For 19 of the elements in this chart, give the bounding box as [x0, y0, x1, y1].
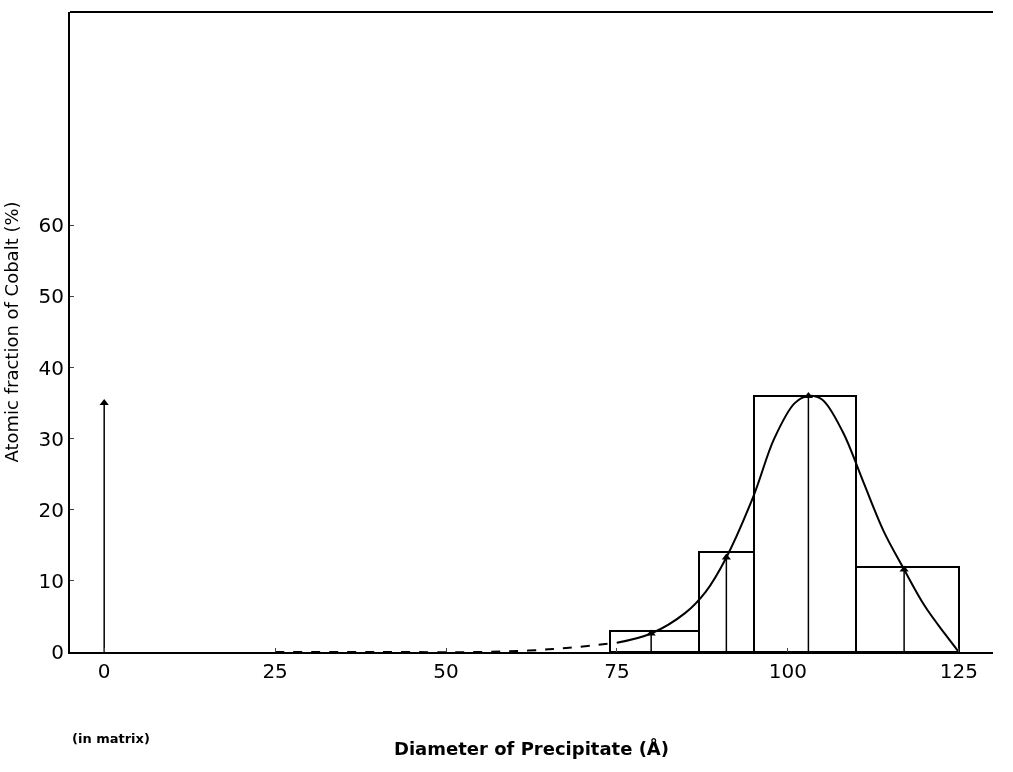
x-tick-label: 25 — [262, 659, 288, 683]
x-axis-title: Diameter of Precipitate (Å) — [393, 736, 670, 759]
x-tick-label: 0 — [97, 659, 111, 683]
y-tick-label: 60 — [38, 213, 64, 238]
x-tick-label: 100 — [768, 659, 807, 683]
point — [99, 399, 109, 406]
y-tick-label: 20 — [38, 497, 64, 522]
point — [899, 565, 909, 572]
y-tick-label: 50 — [38, 284, 64, 309]
x-tick-label: 50 — [433, 659, 459, 683]
point — [646, 629, 656, 636]
y-tick-label: 30 — [38, 426, 64, 451]
y-tick-label: 0 — [51, 640, 64, 664]
x-tick-label: 75 — [604, 659, 630, 683]
text: (in matrix) — [72, 731, 150, 746]
y-tick-label: 40 — [38, 355, 64, 380]
y-axis-title: Atomic fraction of Cobalt (%) — [1, 201, 23, 463]
y-tick-label: 10 — [38, 568, 64, 593]
x-tick-label: 125 — [939, 659, 978, 683]
